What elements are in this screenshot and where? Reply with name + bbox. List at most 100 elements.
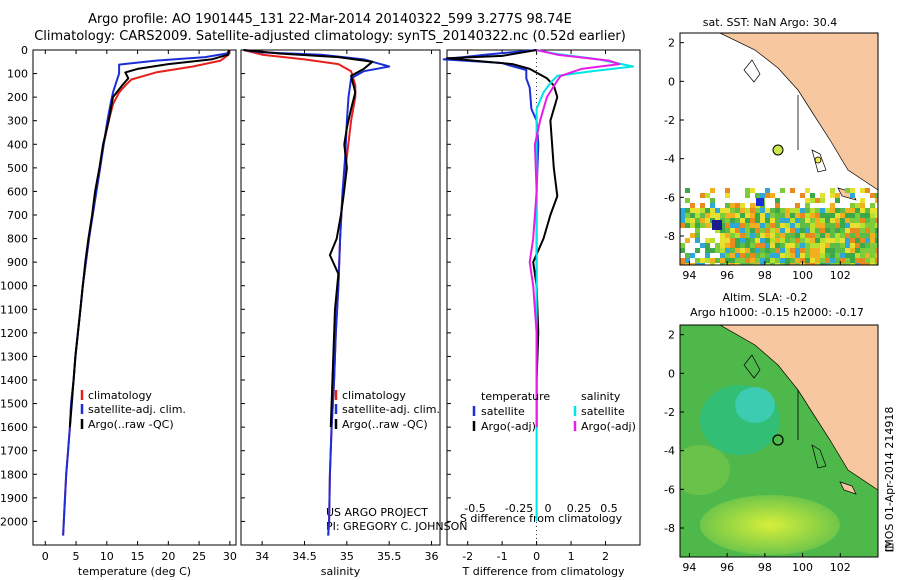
sst-cell	[790, 233, 795, 238]
sst-cell	[860, 208, 865, 213]
map-y-tick-label: -8	[664, 522, 675, 535]
sst-cell	[855, 203, 860, 208]
sst-cell	[850, 213, 855, 218]
sst-cell	[680, 208, 685, 213]
sst-cell	[805, 263, 810, 265]
profile-panel-2: -2 -1 0 1 2 T difference from climatology -0.5…	[442, 49, 641, 578]
y-tick-label: 1400	[0, 374, 28, 387]
sst-cell	[705, 223, 710, 228]
sst-cell	[740, 213, 745, 218]
sst-cell	[865, 243, 870, 248]
sst-cell	[755, 248, 760, 253]
y-tick-label: 800	[7, 233, 28, 246]
sst-cell	[760, 258, 765, 263]
sst-cell	[790, 213, 795, 218]
sst-cell	[845, 233, 850, 238]
sst-cell	[730, 228, 735, 233]
imos-side-label: IMOS 01-Apr-2014 214918	[883, 407, 896, 552]
y-tick-label: 500	[7, 162, 28, 175]
sst-cell	[770, 248, 775, 253]
sst-cell	[835, 228, 840, 233]
sst-cell	[705, 243, 710, 248]
sst-cell	[790, 253, 795, 258]
sst-cell	[750, 243, 755, 248]
sst-cell	[825, 213, 830, 218]
sst-cell	[830, 258, 835, 263]
sst-cell	[756, 198, 764, 206]
sst-cell	[810, 208, 815, 213]
sst-cell	[755, 263, 760, 265]
sst-cell	[865, 258, 870, 263]
sst-cell	[735, 258, 740, 263]
sst-cell	[790, 218, 795, 223]
sst-cell	[800, 238, 805, 243]
sst-cell	[830, 253, 835, 258]
y-tick-label: 700	[7, 209, 28, 222]
series-line-1	[446, 49, 559, 428]
sst-cell	[760, 233, 765, 238]
sst-cell	[775, 233, 780, 238]
sst-cell	[830, 193, 835, 198]
sst-cell	[790, 238, 795, 243]
sst-cell	[765, 228, 770, 233]
argo-position-marker	[772, 144, 784, 156]
sst-cell	[810, 233, 815, 238]
sst-cell	[760, 223, 765, 228]
sst-cell	[680, 248, 685, 253]
sst-cell	[760, 208, 765, 213]
series-line-2	[243, 49, 374, 428]
sst-cell	[745, 188, 750, 193]
sst-cell	[830, 243, 835, 248]
sst-cell	[820, 233, 825, 238]
sst-cell	[750, 218, 755, 223]
sst-cell	[835, 248, 840, 253]
sst-cell	[775, 203, 780, 208]
sst-cell	[785, 208, 790, 213]
sst-cell	[700, 213, 705, 218]
sst-cell	[845, 223, 850, 228]
sst-cell	[705, 258, 710, 263]
sst-cell	[870, 208, 875, 213]
sst-cells	[680, 188, 878, 265]
sst-cell	[770, 243, 775, 248]
x-tick-label: 1	[568, 550, 575, 563]
sst-cell	[875, 213, 878, 218]
sst-cell	[845, 188, 850, 193]
sst-cell	[825, 233, 830, 238]
sst-cell	[725, 238, 730, 243]
sst-cell	[765, 248, 770, 253]
sst-cell	[875, 258, 878, 263]
sst-cell	[740, 233, 745, 238]
sst-cell	[875, 198, 878, 203]
sst-cell	[735, 203, 740, 208]
sst-cell	[870, 228, 875, 233]
sst-cell	[805, 258, 810, 263]
sst-cell	[805, 238, 810, 243]
sst-cell	[800, 258, 805, 263]
sst-cell	[720, 208, 725, 213]
profile-panel-1: 34 34.5 35 35.5 36 salinity climatologysatelli…	[240, 49, 441, 578]
sst-cell	[730, 258, 735, 263]
sst-cell	[870, 218, 875, 223]
sst-cell	[855, 238, 860, 243]
x-tick-label: 36	[425, 550, 439, 563]
sst-cell	[865, 233, 870, 238]
sst-cell	[700, 193, 705, 198]
sst-cell	[775, 248, 780, 253]
sst-cell	[800, 248, 805, 253]
sst-cell	[680, 263, 685, 265]
sst-cell	[750, 253, 755, 258]
sst-cell	[825, 253, 830, 258]
sst-cell	[845, 263, 850, 265]
sst-cell	[770, 238, 775, 243]
sst-cell	[715, 243, 720, 248]
sst-cell	[775, 213, 780, 218]
y-tick-label: 1300	[0, 350, 28, 363]
legend-title: temperature	[481, 390, 550, 403]
sst-cell	[725, 243, 730, 248]
sst-cell	[700, 208, 705, 213]
sst-cell	[700, 243, 705, 248]
sst-cell	[850, 203, 855, 208]
sst-cell	[745, 213, 750, 218]
x-axis-label: salinity	[321, 565, 361, 578]
